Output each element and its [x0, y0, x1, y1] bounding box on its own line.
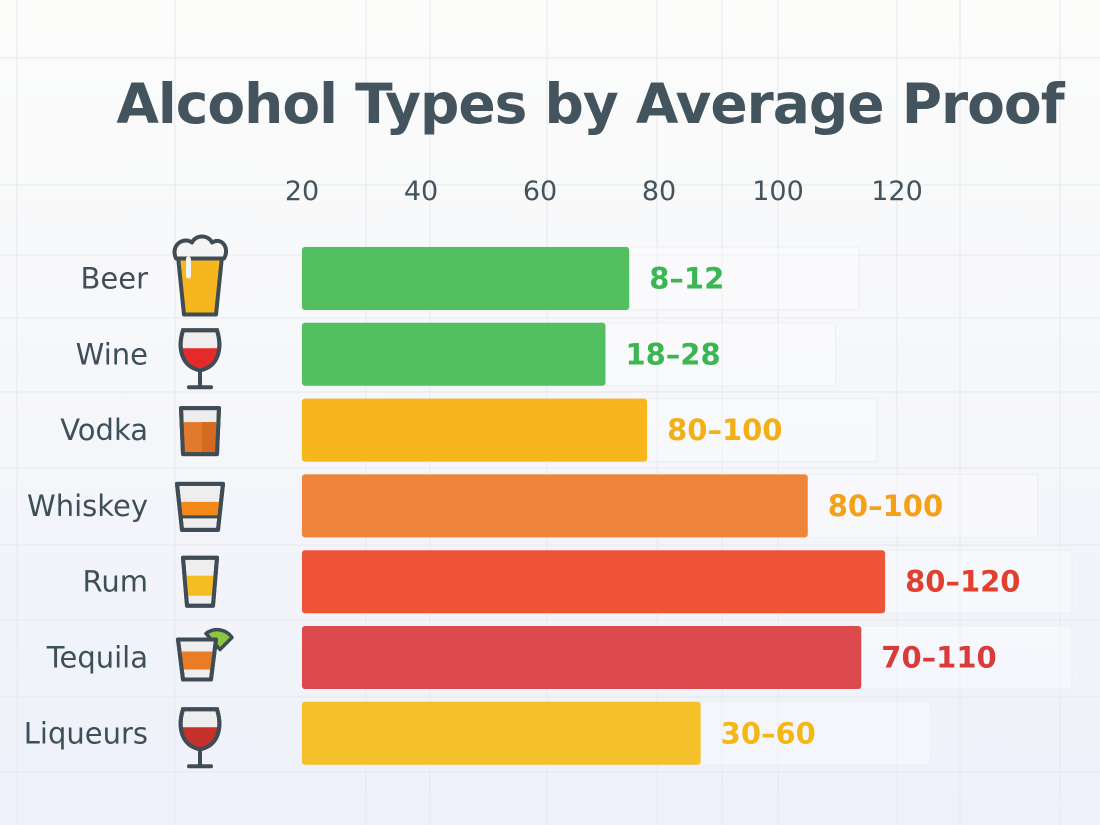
bar-rum — [302, 550, 886, 614]
category-label: Vodka — [60, 413, 148, 447]
bar-liqueurs — [302, 701, 701, 765]
x-axis-ticks: 20 40 60 80 100 120 — [285, 176, 923, 207]
category-label: Wine — [76, 337, 148, 371]
rum-shot-icon — [181, 555, 219, 608]
chart-rows: Beer 8–12 Wine 18–28 Vodka 80–100 Whiskey 80–10… — [24, 234, 1073, 769]
chart-row-wine: Wine 18–28 — [76, 322, 836, 390]
data-label: 80–100 — [828, 489, 943, 523]
category-label: Liqueurs — [24, 716, 148, 750]
bar-beer — [302, 247, 630, 310]
x-tick-label: 20 — [285, 176, 319, 207]
data-label: 18–28 — [625, 337, 720, 371]
data-label: 8–12 — [649, 262, 724, 296]
tequila-shot-icon — [176, 627, 234, 682]
bar-tequila — [302, 626, 862, 689]
chart-row-beer: Beer 8–12 — [80, 234, 860, 317]
x-tick-label: 80 — [642, 176, 676, 207]
data-label: 30–60 — [721, 716, 816, 750]
category-label: Whiskey — [27, 489, 148, 523]
category-label: Rum — [83, 565, 148, 599]
liqueur-glass-icon — [178, 707, 222, 769]
chart-row-whiskey: Whiskey 80–100 — [27, 473, 1039, 538]
chart-row-rum: Rum 80–120 — [83, 549, 1073, 614]
chart-row-vodka: Vodka 80–100 — [60, 398, 878, 463]
data-label: 80–120 — [905, 565, 1020, 599]
chart-title: Alcohol Types by Average Proof — [116, 72, 1064, 136]
vodka-glass-icon — [179, 406, 221, 457]
x-tick-label: 60 — [523, 176, 557, 207]
bar-vodka — [302, 398, 648, 462]
beer-mug-icon — [172, 234, 229, 317]
chart-row-liqueurs: Liqueurs 30–60 — [24, 701, 932, 769]
bar-wine — [302, 322, 606, 386]
wine-glass-icon — [178, 328, 222, 390]
x-tick-label: 100 — [752, 176, 804, 207]
bar-whiskey — [302, 474, 808, 538]
data-label: 80–100 — [667, 413, 782, 447]
category-label: Beer — [80, 262, 148, 296]
x-tick-label: 120 — [871, 176, 923, 207]
category-label: Tequila — [46, 641, 148, 675]
chart-row-tequila: Tequila 70–110 — [46, 625, 1073, 690]
x-tick-label: 40 — [404, 176, 438, 207]
whiskey-glass-icon — [175, 481, 225, 532]
data-label: 70–110 — [881, 641, 996, 675]
